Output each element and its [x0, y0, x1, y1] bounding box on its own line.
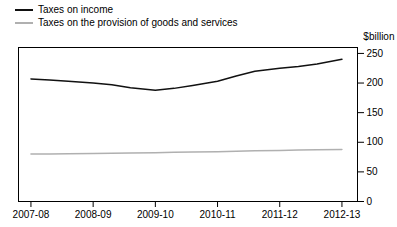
svg-text:2012-13: 2012-13 [324, 209, 361, 220]
svg-text:50: 50 [367, 166, 379, 177]
svg-text:2008-09: 2008-09 [75, 209, 112, 220]
svg-text:200: 200 [367, 77, 384, 88]
svg-text:2009-10: 2009-10 [137, 209, 174, 220]
html-text:Taxes on the provision of good: Taxes on the provision of goods and serv… [38, 17, 238, 28]
svg-text:$billion: $billion [363, 31, 394, 42]
svg-text:250: 250 [367, 48, 384, 59]
svg-text:100: 100 [367, 136, 384, 147]
svg-text:2007-08: 2007-08 [13, 209, 50, 220]
html-text:Taxes on income: Taxes on income [38, 4, 113, 15]
svg-text:2011-12: 2011-12 [262, 209, 298, 220]
svg-text:150: 150 [367, 107, 384, 118]
svg-text:2010-11: 2010-11 [200, 209, 236, 220]
svg-text:0: 0 [367, 196, 373, 207]
